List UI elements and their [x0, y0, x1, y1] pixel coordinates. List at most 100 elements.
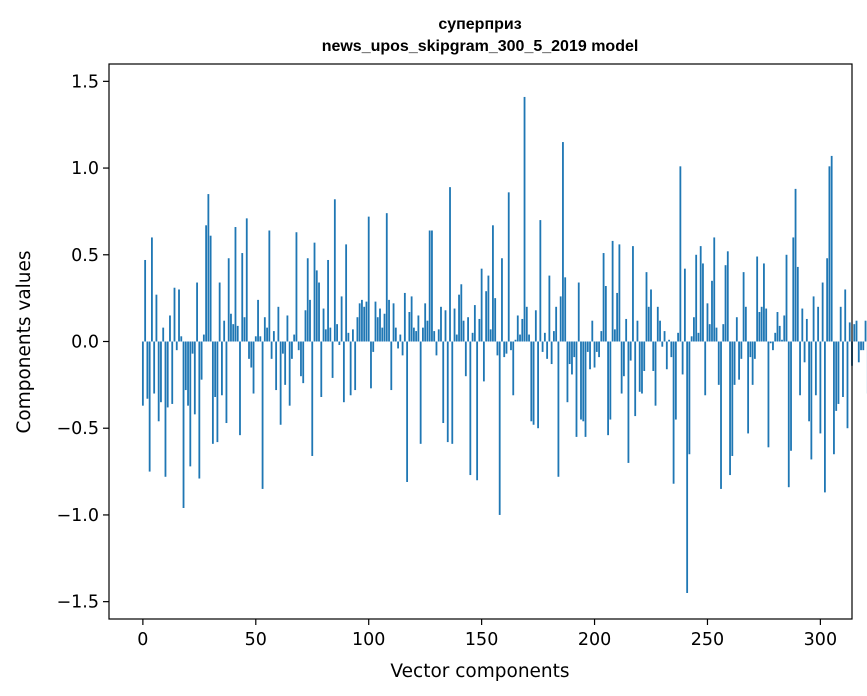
y-tick-label: 0.5: [71, 246, 99, 266]
bar: [189, 341, 192, 467]
bar: [480, 268, 483, 342]
bar: [469, 341, 472, 476]
bar: [674, 341, 677, 420]
bars-group: [141, 96, 867, 593]
chart-subtitle: news_upos_skipgram_300_5_2019 model: [322, 38, 639, 55]
bar: [600, 331, 603, 342]
bar: [510, 341, 512, 351]
y-tick-label: −1.0: [57, 506, 100, 526]
bar: [704, 341, 707, 396]
bar: [577, 282, 580, 342]
bar: [794, 188, 797, 342]
bar: [690, 336, 693, 342]
bar: [245, 218, 248, 342]
bar: [381, 327, 384, 342]
x-tick-label: 250: [691, 630, 724, 650]
bar: [388, 299, 390, 342]
bar: [358, 303, 361, 342]
bar: [300, 341, 302, 377]
bar: [512, 341, 515, 396]
bar: [175, 341, 178, 351]
bar: [584, 341, 587, 437]
bar: [458, 294, 460, 342]
bar: [785, 254, 788, 342]
bar: [311, 341, 314, 456]
bar: [546, 341, 549, 359]
x-axis-ticks: 0 50 100 150 200 250 300: [137, 619, 837, 650]
x-tick-label: 50: [245, 630, 267, 650]
bar: [435, 341, 438, 356]
bar: [320, 341, 323, 397]
bar: [286, 315, 289, 342]
bar: [315, 270, 318, 342]
bar: [796, 266, 799, 342]
bar: [180, 336, 183, 342]
bar: [184, 341, 187, 391]
bar: [774, 332, 777, 342]
bar: [672, 341, 675, 484]
bar: [602, 253, 605, 342]
y-tick-label: −1.5: [57, 593, 100, 613]
bar: [681, 341, 684, 375]
bar: [711, 280, 713, 342]
bar: [738, 341, 740, 380]
bar: [586, 341, 589, 352]
bar: [566, 341, 569, 403]
bar: [218, 282, 221, 342]
bar: [683, 268, 686, 342]
bar: [679, 166, 682, 342]
bar: [446, 341, 449, 443]
bar: [410, 296, 413, 342]
bar: [568, 341, 571, 365]
bar: [634, 341, 637, 417]
bar: [647, 306, 650, 342]
bar: [151, 237, 153, 342]
bar: [160, 341, 162, 403]
bar: [426, 320, 429, 342]
bar: [799, 341, 801, 396]
bar: [613, 329, 616, 342]
bar: [313, 242, 316, 342]
bar: [595, 341, 598, 352]
bar: [234, 227, 237, 342]
bar: [148, 341, 151, 472]
bar: [638, 341, 641, 392]
bar: [776, 312, 779, 342]
bar: [582, 341, 585, 422]
x-tick-label: 0: [137, 630, 148, 650]
bar: [749, 341, 752, 358]
bar: [288, 341, 291, 406]
bar: [792, 237, 795, 342]
bar: [374, 301, 377, 342]
bar: [778, 325, 781, 342]
bar: [817, 306, 820, 342]
bar: [392, 303, 395, 342]
bar: [548, 275, 551, 342]
bar: [627, 341, 630, 463]
y-tick-label: 1.0: [71, 159, 99, 179]
bar: [417, 315, 420, 342]
bar: [230, 313, 232, 342]
bar: [367, 216, 370, 342]
bar: [598, 341, 600, 358]
bar: [146, 341, 149, 399]
bar: [379, 308, 381, 342]
bar: [354, 341, 357, 391]
bar: [187, 341, 189, 406]
bar: [471, 332, 474, 342]
bar: [347, 332, 350, 342]
bar: [826, 258, 829, 342]
bar: [162, 327, 165, 342]
bar: [787, 341, 790, 488]
bar: [473, 305, 476, 342]
bar: [528, 334, 530, 342]
bar: [449, 187, 451, 342]
bar: [833, 341, 835, 455]
bar: [729, 341, 731, 476]
bar: [232, 324, 235, 342]
bar: [519, 334, 521, 342]
bar: [340, 296, 343, 342]
bar: [293, 334, 296, 342]
bar: [221, 341, 223, 396]
bar: [864, 320, 867, 342]
